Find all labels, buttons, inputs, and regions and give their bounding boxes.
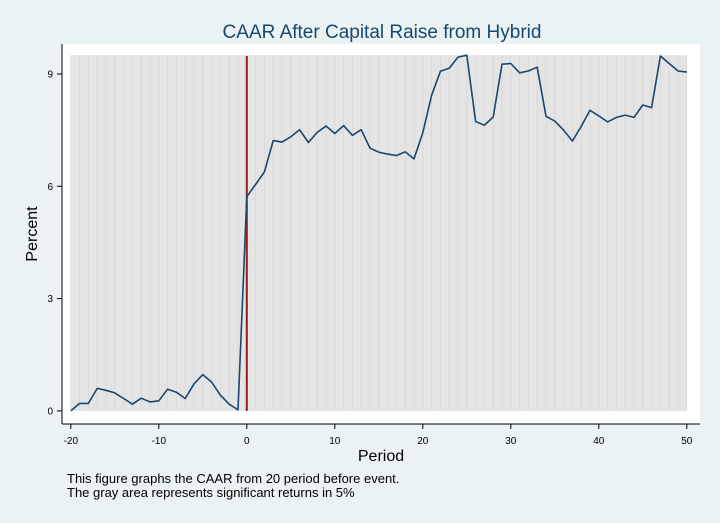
x-tick-label: 40: [593, 436, 605, 447]
x-tick-label: 30: [505, 436, 517, 447]
y-tick-label: 0: [47, 406, 53, 417]
x-tick-label: 0: [244, 436, 250, 447]
caar-series-line: [70, 54, 687, 412]
x-axis-label: Period: [358, 448, 404, 465]
x-tick-label: 20: [417, 436, 429, 447]
series-layer: [70, 54, 687, 412]
note-line-1: This figure graphs the CAAR from 20 peri…: [67, 471, 399, 486]
y-tick-label: 3: [47, 294, 53, 305]
y-axis-label: Percent: [24, 206, 41, 262]
x-tick-label: -10: [152, 436, 167, 447]
note-line-2: The gray area represents significant ret…: [67, 485, 355, 500]
chart-title: CAAR After Capital Raise from Hybrid: [223, 22, 542, 43]
x-tick-label: 10: [329, 436, 341, 447]
axis-layer: 0 3 6 9 -20 -10 0 10 20 30 40 50: [47, 44, 700, 447]
grid-layer: [70, 55, 688, 411]
x-tick-label: -20: [64, 436, 79, 447]
y-tick-label: 6: [47, 182, 53, 193]
x-tick-label: 50: [681, 436, 693, 447]
y-tick-label: 9: [47, 69, 53, 80]
